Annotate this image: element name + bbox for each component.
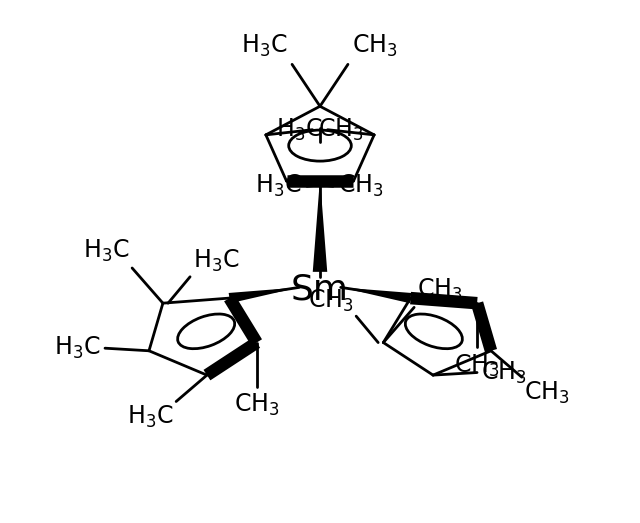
- Text: $\mathregular{H_3C}$: $\mathregular{H_3C}$: [276, 117, 323, 143]
- Text: $\mathregular{H_3C}$: $\mathregular{H_3C}$: [83, 237, 129, 264]
- Polygon shape: [313, 178, 327, 272]
- Text: $\mathregular{CH_3}$: $\mathregular{CH_3}$: [352, 33, 397, 59]
- Text: $\mathregular{H_3C}$: $\mathregular{H_3C}$: [241, 33, 288, 59]
- Text: $\mathregular{CH_3}$: $\mathregular{CH_3}$: [339, 173, 384, 199]
- Text: $\mathregular{CH_3}$: $\mathregular{CH_3}$: [317, 117, 364, 143]
- Polygon shape: [340, 287, 412, 303]
- Text: $\mathregular{H_3C}$: $\mathregular{H_3C}$: [255, 173, 301, 199]
- Text: $\mathregular{CH_3}$: $\mathregular{CH_3}$: [454, 353, 500, 379]
- Text: $\mathregular{CH_3}$: $\mathregular{CH_3}$: [234, 392, 280, 418]
- Text: $\mathregular{CH_3}$: $\mathregular{CH_3}$: [481, 359, 527, 385]
- Text: $\mathregular{CH_3}$: $\mathregular{CH_3}$: [524, 380, 570, 406]
- Text: $\mathregular{H_3C}$: $\mathregular{H_3C}$: [127, 404, 173, 430]
- Text: $\mathregular{H_3C}$: $\mathregular{H_3C}$: [193, 248, 239, 274]
- Text: Sm: Sm: [291, 273, 349, 307]
- Polygon shape: [228, 287, 300, 303]
- Text: $\mathregular{H_3C}$: $\mathregular{H_3C}$: [54, 335, 101, 361]
- Text: $\mathregular{CH_3}$: $\mathregular{CH_3}$: [417, 277, 462, 303]
- Text: $\mathregular{CH_3}$: $\mathregular{CH_3}$: [308, 287, 353, 314]
